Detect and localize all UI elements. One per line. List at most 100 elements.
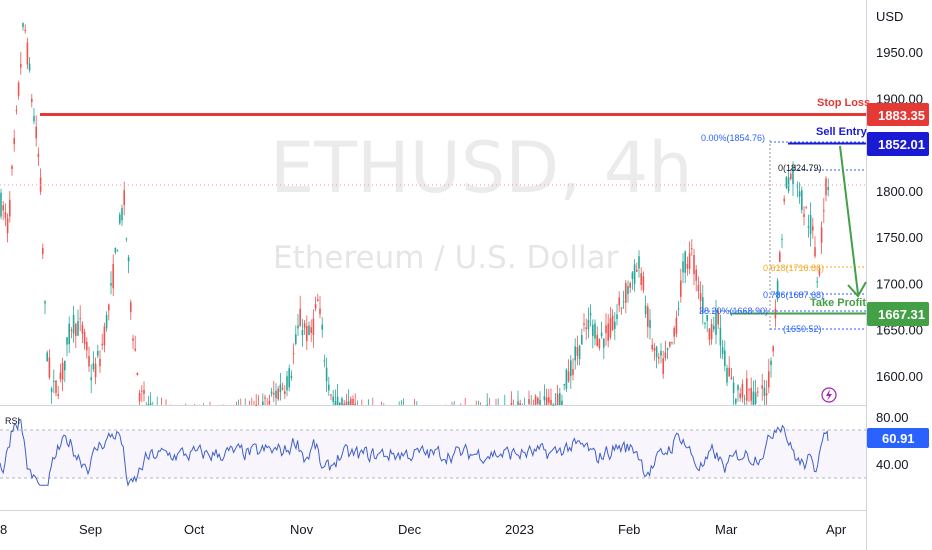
candle-body — [596, 334, 598, 346]
lightning-icon[interactable] — [821, 387, 837, 403]
candle-body — [658, 357, 660, 359]
candle-body — [798, 191, 801, 197]
candle-body — [713, 325, 715, 330]
candle-body — [354, 403, 356, 405]
candle-body — [633, 264, 636, 285]
candle-body — [286, 376, 288, 391]
candle-body — [31, 98, 33, 102]
watermark-subtitle: Ethereum / U.S. Dollar — [273, 240, 619, 276]
candle-body — [545, 397, 548, 405]
candle-body — [675, 317, 678, 334]
candle-body — [83, 331, 86, 345]
candle-body — [559, 393, 561, 405]
candle-body — [550, 399, 552, 405]
candle-body — [288, 368, 290, 388]
price-scale[interactable] — [866, 0, 932, 550]
candle-body — [671, 342, 673, 344]
candle-body — [125, 238, 128, 240]
candle-body — [750, 387, 752, 401]
candle-body — [699, 293, 702, 301]
take-profit-label: Take Profit — [810, 297, 866, 309]
candle-body — [719, 327, 722, 346]
candle-body — [662, 358, 664, 374]
candle-body — [785, 177, 788, 188]
rsi-pane — [0, 418, 866, 487]
candle-body — [757, 391, 759, 393]
fibonacci-retracement[interactable]: 0.00%(1854.76) 0(1824.79) 0.618(1716.86)… — [699, 133, 866, 334]
sell-entry-label: Sell Entry — [816, 126, 868, 138]
candle-body — [99, 358, 101, 367]
candle-body — [752, 391, 755, 405]
candle-body — [704, 323, 706, 325]
candle-body — [796, 186, 799, 188]
fib-label-extra: (1650.52) — [783, 324, 822, 334]
candle-body — [556, 393, 559, 405]
rsi-line — [0, 418, 829, 487]
candle-body — [543, 396, 546, 401]
candle-body — [563, 384, 565, 386]
candle-body — [644, 305, 647, 315]
candle-body — [673, 327, 675, 337]
candle-body — [746, 378, 748, 401]
candle-body — [66, 337, 68, 345]
candle-body — [262, 401, 264, 405]
time-label-3: Nov — [290, 522, 314, 537]
candle-body — [770, 360, 772, 365]
candle-body — [255, 404, 257, 406]
candle-body — [792, 168, 794, 184]
candle-body — [537, 398, 539, 404]
candle-body — [783, 198, 785, 202]
candle-body — [636, 269, 638, 272]
candle-body — [94, 363, 97, 378]
candle-body — [710, 324, 713, 340]
main-pane[interactable] — [0, 0, 866, 405]
rsi-value-tag: 60.91 — [867, 428, 929, 448]
projection-arrow[interactable] — [839, 145, 867, 298]
candle-body — [554, 404, 557, 406]
candle-body — [629, 282, 631, 288]
candle-body — [655, 346, 658, 358]
price-tick: 1700.00 — [876, 276, 923, 291]
time-axis[interactable]: 8 Sep Oct Nov Dec 2023 Feb Mar Apr — [0, 522, 847, 537]
candle-body — [75, 324, 77, 337]
candle-body — [825, 178, 827, 196]
candle-body — [57, 394, 59, 396]
candle-body — [669, 341, 671, 347]
candle-body — [818, 269, 821, 275]
time-label-2: Oct — [184, 522, 205, 537]
candle-body — [277, 388, 279, 400]
candle-body — [616, 314, 618, 319]
candle-body — [341, 398, 343, 405]
rsi-current-value: 60.91 — [882, 431, 915, 446]
candle-body — [297, 325, 299, 329]
candle-body — [275, 390, 277, 399]
candle-body — [730, 377, 733, 380]
candle-body — [625, 283, 627, 303]
candle-body — [108, 304, 110, 311]
candle-body — [647, 306, 649, 327]
candle-body — [110, 283, 112, 286]
candle-body — [68, 323, 70, 345]
candle-body — [132, 338, 134, 341]
candle-body — [301, 329, 304, 336]
candle-body — [345, 402, 348, 405]
candle-body — [666, 348, 669, 351]
candle-body — [35, 126, 37, 139]
candle-body — [143, 389, 145, 395]
candle-body — [92, 363, 95, 370]
candle-body — [147, 404, 150, 406]
candle-body — [614, 321, 616, 329]
candle-body — [684, 251, 686, 273]
candle-body — [37, 154, 40, 158]
candle-body — [510, 403, 513, 405]
candle-body — [605, 325, 607, 334]
candle-body — [90, 377, 92, 381]
candle-body — [149, 403, 152, 405]
candle-body — [627, 285, 629, 295]
candle-body — [816, 281, 818, 283]
sell-entry-price-tag: 1852.01 — [867, 132, 929, 156]
candle-body — [589, 313, 592, 316]
candle-body — [350, 398, 352, 405]
candle-body — [741, 383, 744, 398]
